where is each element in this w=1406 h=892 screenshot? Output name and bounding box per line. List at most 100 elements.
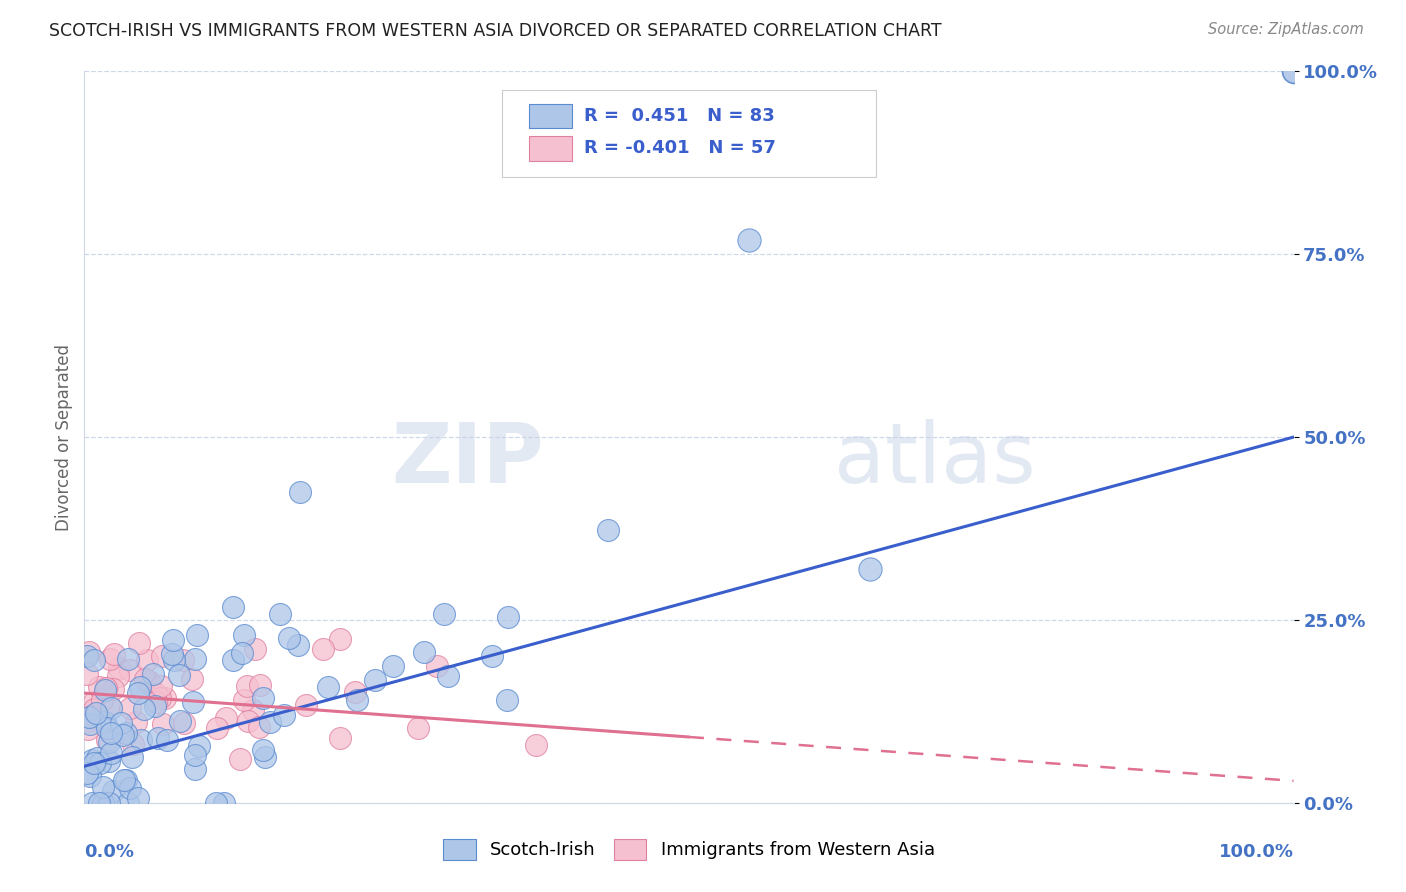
Point (481, 648, 503, 663)
Point (204, 796, 226, 810)
Point (143, 699, 166, 714)
Point (433, 607, 456, 621)
Point (89, 796, 111, 810)
Point (89, 756, 111, 771)
Point (173, 715, 195, 730)
Point (222, 653, 245, 667)
Y-axis label: Divorced or Separated: Divorced or Separated (55, 343, 73, 531)
Point (112, 772, 135, 787)
Point (346, 693, 368, 707)
Point (97, 698, 120, 712)
Point (117, 651, 139, 665)
Point (259, 714, 281, 729)
Point (406, 721, 429, 735)
Point (94, 714, 117, 729)
Point (273, 708, 295, 723)
Point (82, 709, 104, 723)
Point (205, 721, 228, 735)
Point (329, 731, 352, 746)
Point (124, 714, 146, 729)
Point (96, 681, 118, 695)
Point (115, 772, 138, 787)
Point (77, 645, 100, 659)
Point (76, 708, 98, 723)
Point (98, 652, 121, 666)
Point (97, 734, 120, 748)
Point (412, 645, 434, 659)
Point (277, 632, 299, 646)
Point (162, 632, 184, 647)
Point (120, 700, 142, 714)
Point (77, 722, 100, 736)
Point (859, 562, 882, 576)
Bar (529, 136, 572, 161)
Point (128, 680, 150, 694)
Point (290, 485, 312, 500)
Point (363, 673, 385, 688)
Point (136, 653, 159, 667)
Point (437, 669, 460, 683)
Point (107, 661, 129, 675)
Point (160, 648, 183, 662)
Point (524, 738, 547, 752)
Point (96, 721, 118, 735)
Text: SCOTCH-IRISH VS IMMIGRANTS FROM WESTERN ASIA DIVORCED OR SEPARATED CORRELATION C: SCOTCH-IRISH VS IMMIGRANTS FROM WESTERN … (49, 22, 942, 40)
Text: R = -0.401   N = 57: R = -0.401 N = 57 (583, 139, 776, 157)
Point (110, 715, 132, 730)
Point (83, 695, 105, 709)
Point (100, 746, 122, 760)
Point (79, 717, 101, 731)
Point (96, 681, 118, 696)
Point (153, 690, 176, 705)
Point (83, 653, 105, 667)
Point (103, 784, 125, 798)
Point (138, 677, 160, 691)
Point (94, 683, 117, 698)
Point (294, 698, 316, 713)
Point (169, 714, 191, 728)
Point (76, 765, 98, 780)
Point (121, 749, 143, 764)
Point (172, 653, 194, 667)
Point (117, 796, 139, 810)
Point (184, 652, 207, 666)
Point (212, 796, 235, 810)
Point (80, 796, 103, 810)
Point (97, 755, 120, 769)
Point (142, 667, 165, 681)
Point (184, 762, 207, 776)
Point (129, 733, 152, 747)
Point (235, 679, 257, 693)
Text: atlas: atlas (834, 418, 1036, 500)
Point (120, 663, 142, 677)
Point (344, 685, 367, 699)
Point (103, 647, 125, 661)
Point (134, 672, 156, 686)
Point (98, 796, 121, 810)
Point (252, 691, 274, 706)
Point (76, 666, 98, 681)
Point (77, 709, 100, 723)
Point (253, 749, 276, 764)
Point (145, 695, 167, 709)
Point (83, 756, 105, 771)
Point (115, 725, 138, 739)
Point (89, 680, 111, 694)
Point (183, 747, 205, 762)
Point (83, 701, 105, 715)
Point (146, 731, 169, 745)
Point (222, 599, 245, 614)
Text: ZIP: ZIP (391, 418, 544, 500)
Point (249, 678, 271, 692)
Point (76, 714, 98, 728)
Point (1282, 64, 1305, 78)
Point (118, 780, 141, 795)
Point (101, 682, 124, 697)
Point (229, 752, 252, 766)
Point (156, 733, 179, 747)
Point (127, 791, 149, 805)
Point (122, 737, 145, 751)
FancyBboxPatch shape (502, 90, 876, 178)
Point (149, 690, 172, 705)
Text: 100.0%: 100.0% (1219, 843, 1294, 861)
